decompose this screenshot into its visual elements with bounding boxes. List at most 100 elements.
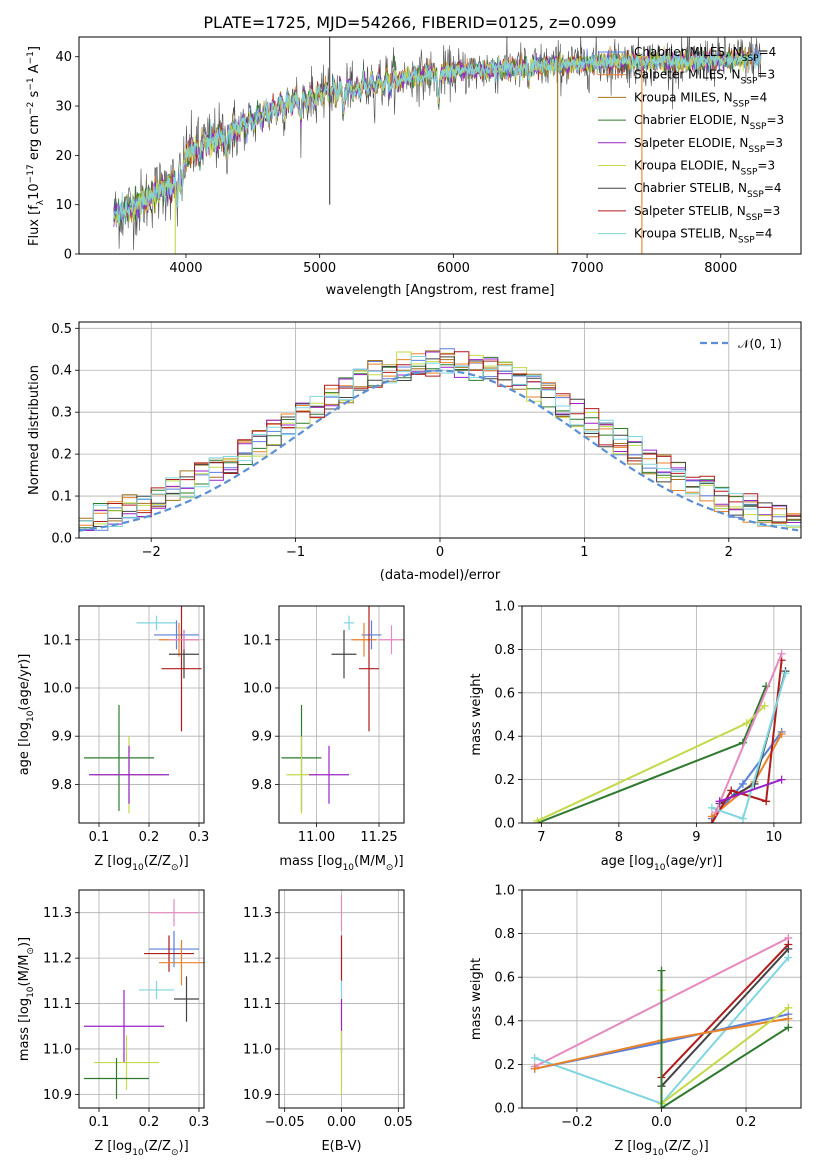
y-tick-label: 0.0 — [51, 532, 72, 547]
y-tick-label: 11.1 — [243, 997, 272, 1012]
legend-entry: Chabrier STELIB, NSSP=4 — [634, 181, 782, 200]
label-part: =4 — [759, 45, 777, 59]
label-part: ⊙ — [386, 863, 394, 873]
x-tick-label: 8 — [615, 830, 623, 845]
x-tick-label: 0.1 — [89, 1115, 110, 1130]
weight-marker — [777, 649, 786, 658]
mass-vs-Z-frame — [78, 889, 205, 1109]
y-tick-label: 10 — [55, 198, 72, 213]
label-part: )] — [17, 937, 32, 947]
y-tick-label: 9.8 — [51, 778, 72, 793]
y-tick-label: 0.2 — [51, 448, 72, 463]
label-part: (M/M — [354, 854, 386, 869]
y-tick-label: 40 — [55, 50, 72, 65]
y-tick-label: 11.0 — [43, 1042, 72, 1057]
label-part: Flux [f — [27, 205, 42, 246]
legend-entry: 𝒩(0, 1) — [738, 337, 782, 351]
label-part: A — [27, 64, 42, 77]
x-tick-label: −1 — [286, 545, 305, 560]
x-tick-label: 0.00 — [327, 1115, 356, 1130]
x-tick-label: 2 — [725, 545, 733, 560]
y-tick-label: 11.2 — [243, 952, 272, 967]
histogram-step — [79, 356, 801, 531]
label-part: =4 — [750, 90, 768, 104]
x-tick-label: 9 — [692, 830, 700, 845]
label-part: mass [log — [17, 998, 32, 1061]
label-part: )] — [179, 1139, 189, 1154]
weight-marker — [715, 797, 724, 806]
weight-marker — [738, 814, 747, 823]
x-axis-label: age [log10(age/yr)] — [601, 854, 723, 873]
label-part: 10 — [132, 1148, 144, 1158]
legend-entry: Salpeter MILES, NSSP=3 — [634, 68, 775, 87]
mass-vs-EBV-plot — [279, 890, 404, 1108]
y-tick-label: 30 — [55, 100, 72, 115]
weight-marker — [533, 816, 542, 823]
y-tick-label: 0.5 — [51, 322, 72, 337]
label-part: −17 — [26, 164, 36, 183]
weight-marker — [784, 1003, 793, 1012]
label-part: −2 — [26, 102, 36, 115]
x-tick-label: 0.3 — [189, 1115, 210, 1130]
y-tick-label: 0.8 — [494, 643, 515, 658]
label-part: SSP — [746, 213, 763, 223]
weight-marker — [777, 730, 786, 739]
label-part: Kroupa ELODIE, N — [634, 159, 741, 173]
y-tick-label: 10.1 — [43, 633, 72, 648]
x-tick-label: 1 — [580, 545, 588, 560]
weight-marker — [762, 797, 771, 806]
weight-line — [660, 948, 790, 1087]
label-part: SSP — [738, 236, 755, 246]
x-tick-label: −0.2 — [561, 1115, 593, 1130]
weight-marker — [760, 701, 769, 710]
label-part: =3 — [766, 113, 784, 127]
y-tick-label: 0.4 — [51, 364, 72, 379]
x-tick-label: 11.00 — [298, 830, 335, 845]
x-tick-label: 6000 — [437, 261, 470, 276]
legend-entry: Kroupa ELODIE, NSSP=3 — [634, 159, 775, 178]
label-part: 10 — [26, 710, 36, 722]
label-part: SSP — [742, 54, 759, 64]
label-part: age [log — [601, 854, 654, 869]
weight-line — [537, 685, 768, 823]
y-tick-label: 10.0 — [243, 681, 272, 696]
label-part: Kroupa STELIB, N — [634, 227, 738, 241]
label-part: 10 — [652, 1148, 664, 1158]
weight-marker — [707, 803, 716, 812]
weight-marker — [711, 808, 720, 817]
spectrum-plot — [113, 37, 762, 254]
label-part: Salpeter MILES, N — [634, 68, 741, 82]
y-tick-label: 0.2 — [494, 1058, 515, 1073]
label-part: =3 — [757, 68, 775, 82]
label-part: =3 — [765, 136, 783, 150]
legend-entry: Chabrier MILES, NSSP=4 — [634, 45, 776, 64]
label-part: Z [log — [614, 1139, 652, 1154]
legend-entry: Kroupa MILES, NSSP=4 — [634, 90, 767, 109]
weight-marker — [784, 953, 793, 962]
weight-marker — [784, 1023, 793, 1032]
legend-entry: Salpeter STELIB, NSSP=3 — [634, 204, 780, 223]
x-tick-label: 5000 — [303, 261, 336, 276]
x-tick-label: 7000 — [571, 261, 604, 276]
weight-line — [660, 970, 789, 1108]
x-axis-label: wavelength [Angstrom, rest frame] — [326, 283, 555, 298]
x-tick-label: 0.2 — [139, 1115, 160, 1130]
label-part: (age/yr)] — [665, 854, 722, 869]
y-tick-label: 0.3 — [51, 406, 72, 421]
y-tick-label: 0.0 — [494, 817, 515, 832]
weight-marker — [530, 1053, 539, 1062]
label-part: −1 — [26, 77, 36, 90]
label-part: =3 — [757, 159, 775, 173]
weight-marker — [657, 966, 666, 975]
y-tick-label: 1.0 — [494, 884, 515, 899]
label-part: −1 — [26, 51, 36, 64]
label-part: age [log — [17, 722, 32, 775]
y-tick-label: 9.9 — [51, 730, 72, 745]
label-part: SSP — [750, 122, 767, 132]
weight-line — [660, 943, 790, 1079]
residuals-plot — [79, 322, 801, 538]
x-axis-label: (data-model)/error — [380, 568, 501, 583]
label-part: ⊙ — [26, 947, 36, 955]
legend-entry: Salpeter ELODIE, NSSP=3 — [634, 136, 783, 155]
x-tick-label: 0.3 — [189, 830, 210, 845]
